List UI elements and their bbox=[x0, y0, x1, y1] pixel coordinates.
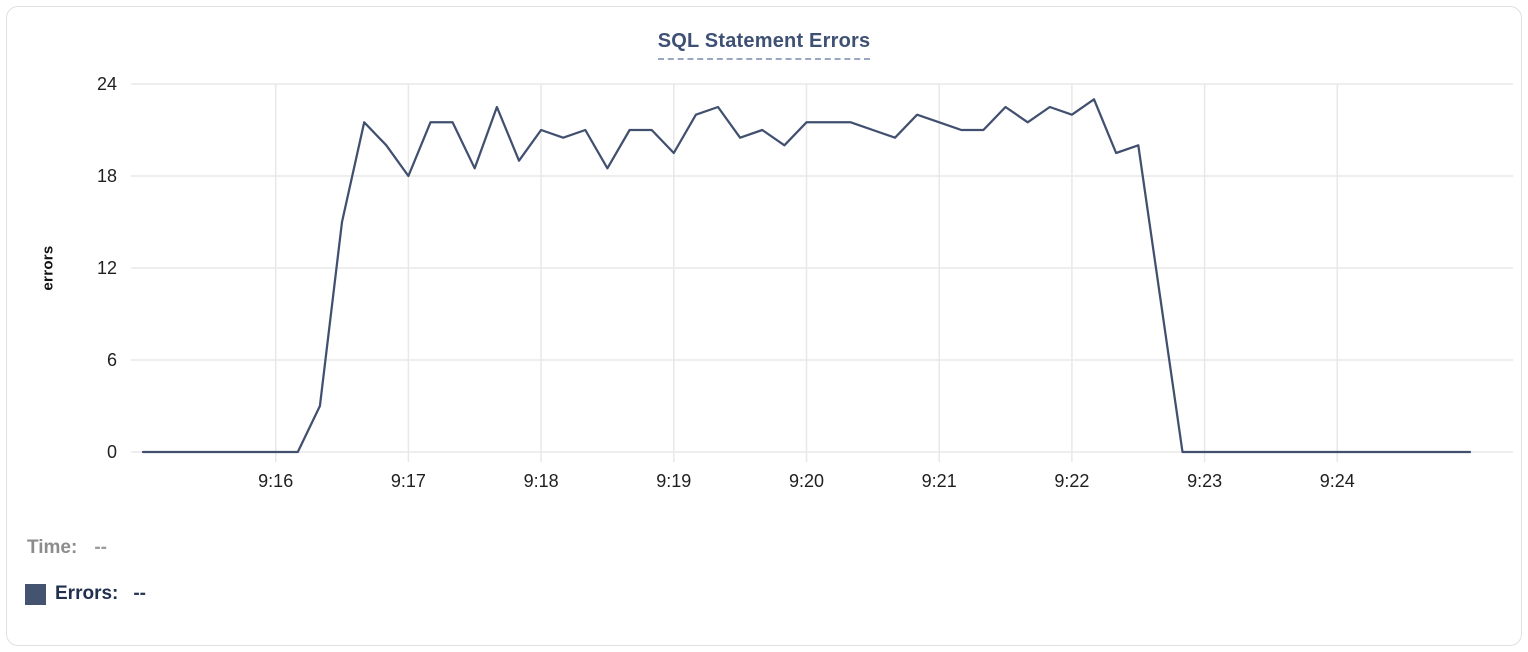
chart-card bbox=[6, 6, 1522, 646]
legend-errors-value: -- bbox=[133, 583, 147, 604]
tooltip-time-row: Time: -- bbox=[27, 537, 107, 559]
y-tick-label: 24 bbox=[97, 74, 117, 94]
x-tick-label: 9:24 bbox=[1320, 471, 1355, 491]
x-tick-label: 9:22 bbox=[1054, 471, 1089, 491]
plot-area[interactable]: 0 6 12 18 24 9:16 9:17 9:18 9:19 9:20 9:21 9:22 9:23… bbox=[0, 0, 1528, 515]
x-tick-label: 9:19 bbox=[656, 471, 691, 491]
y-tick-label: 12 bbox=[97, 258, 117, 278]
legend-errors-label: Errors: bbox=[55, 583, 119, 604]
chart-title-wrap: SQL Statement Errors bbox=[0, 30, 1528, 60]
x-tick-label: 9:17 bbox=[391, 471, 426, 491]
y-tick-label: 18 bbox=[97, 166, 117, 186]
x-tick-label: 9:16 bbox=[258, 471, 293, 491]
y-tick-label: 0 bbox=[107, 442, 117, 462]
tooltip-time-value: -- bbox=[94, 537, 107, 558]
x-tick-label: 9:18 bbox=[524, 471, 559, 491]
errors-series-line bbox=[141, 98, 1472, 454]
x-tick-label: 9:23 bbox=[1187, 471, 1222, 491]
tooltip-time-label: Time: bbox=[27, 537, 78, 558]
chart-title[interactable]: SQL Statement Errors bbox=[657, 30, 871, 60]
x-tick-label: 9:21 bbox=[922, 471, 957, 491]
legend-errors-row: Errors: -- bbox=[25, 583, 146, 605]
x-tick-label: 9:20 bbox=[789, 471, 824, 491]
y-tick-label: 6 bbox=[107, 350, 117, 370]
errors-series-swatch-icon bbox=[25, 583, 46, 605]
